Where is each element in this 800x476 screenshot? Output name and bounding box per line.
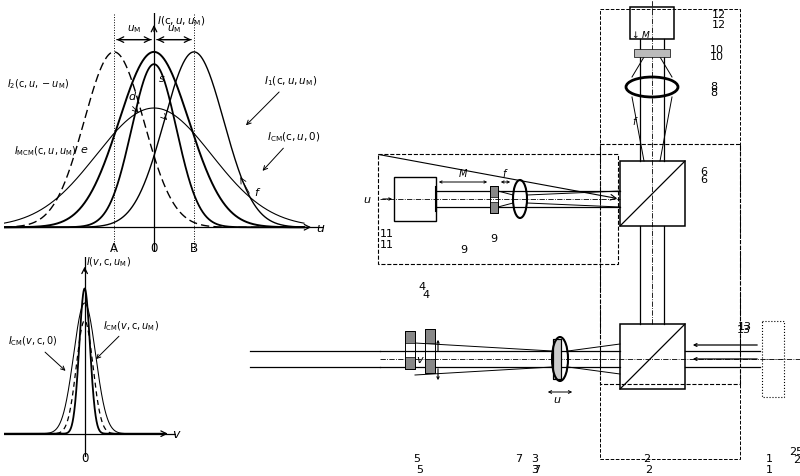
- Bar: [630, 8, 674, 40]
- Bar: [490, 187, 498, 198]
- Text: $s$: $s$: [158, 74, 165, 84]
- Text: $u$: $u$: [316, 221, 325, 234]
- Text: $I_\mathrm{MCM}(\mathrm{c},u,u_\mathrm{M})$: $I_\mathrm{MCM}(\mathrm{c},u,u_\mathrm{M…: [14, 144, 76, 158]
- Bar: [553, 339, 561, 379]
- Text: $u$: $u$: [553, 394, 562, 404]
- Text: 8: 8: [710, 82, 717, 92]
- Bar: [405, 331, 415, 369]
- Text: $M$: $M$: [458, 167, 468, 178]
- Bar: [425, 329, 435, 343]
- Text: $f$: $f$: [502, 167, 508, 178]
- Text: $f$: $f$: [254, 186, 261, 198]
- Text: 7: 7: [533, 464, 540, 474]
- Text: $u$: $u$: [363, 195, 372, 205]
- Text: 1: 1: [766, 453, 773, 463]
- Text: 10: 10: [710, 52, 724, 62]
- Text: 5: 5: [413, 453, 420, 463]
- Text: 10: 10: [710, 45, 724, 55]
- Text: $I_1(\mathrm{c},u,u_\mathrm{M})$: $I_1(\mathrm{c},u,u_\mathrm{M})$: [246, 75, 317, 125]
- Text: 2: 2: [645, 464, 652, 474]
- Text: 25: 25: [793, 454, 800, 464]
- Text: 4: 4: [422, 289, 429, 299]
- Text: 11: 11: [380, 239, 394, 249]
- Bar: [600, 10, 740, 459]
- Text: $I(v,\mathrm{c},u_\mathrm{M})$: $I(v,\mathrm{c},u_\mathrm{M})$: [86, 255, 131, 268]
- Text: B: B: [190, 242, 198, 255]
- Text: A: A: [110, 242, 118, 255]
- Text: 12: 12: [712, 20, 726, 30]
- Bar: [394, 178, 436, 221]
- Text: 3: 3: [531, 453, 538, 463]
- Text: 11: 11: [380, 228, 394, 238]
- Text: 1: 1: [766, 464, 773, 474]
- Text: 6: 6: [700, 167, 707, 177]
- Bar: [553, 339, 561, 379]
- Bar: [762, 321, 784, 397]
- Text: 8: 8: [710, 88, 717, 98]
- Text: 13: 13: [738, 321, 752, 331]
- Text: $f$: $f$: [632, 115, 638, 127]
- Bar: [425, 359, 435, 373]
- Text: 12: 12: [712, 10, 726, 20]
- Text: 6: 6: [700, 175, 707, 185]
- Text: $e$: $e$: [80, 144, 88, 154]
- Text: 7: 7: [515, 453, 522, 463]
- Text: 4: 4: [418, 281, 425, 291]
- Bar: [620, 324, 685, 389]
- Bar: [634, 50, 670, 58]
- Bar: [425, 329, 435, 373]
- Text: 3: 3: [531, 464, 538, 474]
- Text: $\downarrow M$: $\downarrow M$: [630, 29, 650, 40]
- Text: $v$: $v$: [416, 354, 425, 364]
- Text: 9: 9: [460, 245, 467, 255]
- Bar: [620, 162, 685, 227]
- Text: 9: 9: [490, 234, 497, 244]
- Text: 25: 25: [789, 446, 800, 456]
- Text: $I(\mathrm{c},u,u_\mathrm{M})$: $I(\mathrm{c},u,u_\mathrm{M})$: [157, 15, 205, 28]
- Text: 0: 0: [150, 242, 158, 255]
- Bar: [490, 203, 498, 214]
- Bar: [490, 187, 498, 214]
- Text: $d$: $d$: [128, 90, 137, 102]
- Text: 2: 2: [643, 453, 650, 463]
- Text: $v$: $v$: [173, 427, 182, 440]
- Bar: [405, 357, 415, 369]
- Bar: [405, 331, 415, 343]
- Text: $u_\mathrm{M}$: $u_\mathrm{M}$: [127, 23, 141, 35]
- Text: $I_\mathrm{CM}(v,\mathrm{c},0)$: $I_\mathrm{CM}(v,\mathrm{c},0)$: [7, 334, 65, 370]
- Bar: [600, 145, 740, 384]
- Text: 0: 0: [81, 451, 88, 464]
- Text: $u_\mathrm{M}$: $u_\mathrm{M}$: [167, 23, 181, 35]
- Text: $I_\mathrm{CM}(v,\mathrm{c},u_\mathrm{M})$: $I_\mathrm{CM}(v,\mathrm{c},u_\mathrm{M}…: [97, 318, 158, 358]
- Text: 13: 13: [737, 324, 751, 334]
- Text: $I_2(\mathrm{c},u,-u_\mathrm{M})$: $I_2(\mathrm{c},u,-u_\mathrm{M})$: [7, 78, 70, 91]
- Text: 5: 5: [416, 464, 423, 474]
- Text: $I_\mathrm{CM}(\mathrm{c},u,0)$: $I_\mathrm{CM}(\mathrm{c},u,0)$: [263, 130, 321, 171]
- Bar: [378, 155, 618, 265]
